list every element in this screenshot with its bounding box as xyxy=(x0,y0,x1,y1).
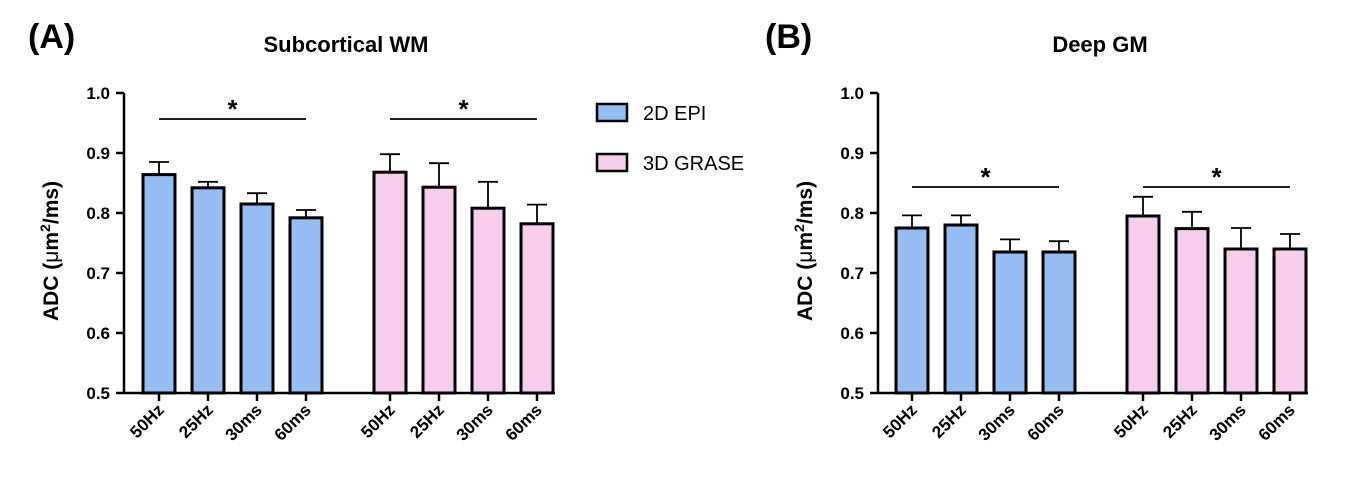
x-tick-label: 60ms xyxy=(502,400,546,444)
chart-title: Deep GM xyxy=(1052,32,1147,57)
bar xyxy=(1125,214,1161,395)
x-tick-label: 25Hz xyxy=(175,400,216,441)
chart-panel-1: Deep GM 0.5 0.6 0.7 0.8 0.9 1.0 ADC (μm2/ms) 50H… xyxy=(791,32,1308,445)
x-tick-label: 50Hz xyxy=(126,400,167,441)
bar xyxy=(421,185,457,395)
y-tick-label: 1.0 xyxy=(86,84,110,103)
y-tick-label: 0.8 xyxy=(86,204,110,223)
x-tick-label: 30ms xyxy=(222,400,266,444)
legend-swatch xyxy=(595,102,629,123)
legend-swatch xyxy=(595,152,629,173)
y-tick-label: 0.6 xyxy=(86,324,110,343)
bar xyxy=(239,202,275,395)
bar xyxy=(1174,227,1210,395)
y-tick-label: 0.9 xyxy=(840,144,864,163)
x-tick-label: 50Hz xyxy=(357,400,398,441)
chart-title: Subcortical WM xyxy=(263,32,428,57)
x-tick-label: 30ms xyxy=(1206,400,1250,444)
bar xyxy=(372,170,408,395)
y-tick-label: 0.7 xyxy=(86,264,110,283)
bar xyxy=(519,222,555,395)
y-tick-label: 1.0 xyxy=(840,84,864,103)
x-tick-label: 25Hz xyxy=(928,400,969,441)
bar xyxy=(992,250,1028,395)
bar xyxy=(470,206,506,395)
bar xyxy=(894,226,930,395)
x-tick-label: 30ms xyxy=(453,400,497,444)
y-tick-label: 0.7 xyxy=(840,264,864,283)
significance-star: * xyxy=(227,94,238,124)
panel-label-b: (B) xyxy=(765,18,813,56)
significance-star: * xyxy=(458,94,469,124)
significance-star: * xyxy=(980,162,991,192)
y-tick-label: 0.5 xyxy=(840,384,864,403)
bar xyxy=(190,186,226,395)
y-tick-label: 0.8 xyxy=(840,204,864,223)
bar xyxy=(288,216,324,395)
x-tick-label: 30ms xyxy=(975,400,1019,444)
bar xyxy=(1041,250,1077,395)
y-tick-label: 0.5 xyxy=(86,384,110,403)
legend-label: 3D GRASE xyxy=(643,153,744,175)
x-tick-label: 60ms xyxy=(271,400,315,444)
y-tick-label: 0.9 xyxy=(86,144,110,163)
y-axis-label: ADC (μm2/ms) xyxy=(37,181,63,321)
x-tick-label: 50Hz xyxy=(1110,400,1151,441)
bar xyxy=(943,223,979,395)
x-tick-label: 25Hz xyxy=(1159,400,1200,441)
y-tick-label: 0.6 xyxy=(840,324,864,343)
x-tick-label: 60ms xyxy=(1024,400,1068,444)
y-axis-label: ADC (μm2/ms) xyxy=(791,181,817,321)
chart-panel-0: Subcortical WM 0.5 0.6 0.7 0.8 0.9 1.0 ADC (μm2… xyxy=(37,32,744,445)
x-tick-label: 50Hz xyxy=(879,400,920,441)
legend-label: 2D EPI xyxy=(643,103,706,125)
x-tick-label: 25Hz xyxy=(406,400,447,441)
bar xyxy=(1272,247,1308,395)
x-tick-label: 60ms xyxy=(1255,400,1299,444)
bar xyxy=(141,173,177,395)
bar xyxy=(1223,247,1259,395)
significance-star: * xyxy=(1211,162,1222,192)
panel-label-a: (A) xyxy=(28,18,76,56)
